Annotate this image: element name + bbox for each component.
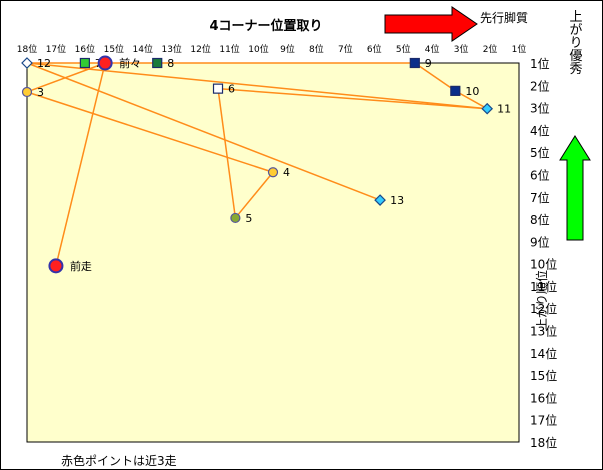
point-marker — [21, 57, 33, 69]
point-marker — [374, 194, 386, 206]
x-tick-label: 1位 — [512, 43, 527, 55]
y-tick-label: 10位 — [530, 257, 557, 272]
data-point: 10 — [450, 85, 479, 98]
y-tick-label: 7位 — [530, 190, 550, 205]
point-marker — [230, 212, 241, 224]
y-tick-labels: 1位 2位 3位 4位 5位 6位 7位 8位 9位 10位 11位 12位 13位 14位 15位 16位 1… — [530, 56, 557, 450]
point-label: 13 — [390, 194, 404, 207]
data-points: 127前々896103114135前走 — [21, 55, 511, 274]
x-tick-label: 6位 — [367, 43, 382, 55]
connection-line — [454, 90, 488, 110]
connection-line — [414, 62, 456, 92]
plot-area — [26, 62, 520, 443]
point-label: 5 — [245, 212, 252, 225]
x-tick-label: 3位 — [454, 43, 469, 55]
arrow-right-icon — [384, 6, 478, 42]
x-tick-label: 7位 — [338, 43, 353, 55]
y-tick-label: 2位 — [530, 78, 550, 93]
point-label: 8 — [167, 57, 174, 70]
data-point: 12 — [21, 57, 51, 70]
x-tick-label: 16位 — [75, 43, 95, 55]
point-marker — [409, 57, 420, 69]
arrow-down-label: 上がり順位 — [534, 270, 549, 330]
x-tick-label: 2位 — [483, 43, 498, 55]
data-point: 6 — [212, 83, 235, 96]
chart-title: 4コーナー位置取り — [209, 18, 322, 34]
point-label: 11 — [497, 103, 511, 116]
point-marker — [450, 85, 461, 96]
connection-line — [26, 62, 381, 201]
point-label: 前々 — [119, 56, 141, 70]
data-point: 8 — [152, 57, 174, 70]
connection-line — [217, 87, 488, 110]
y-tick-label: 14位 — [530, 346, 557, 361]
point-marker — [79, 57, 90, 69]
x-tick-label: 15位 — [104, 43, 124, 55]
point-label: 6 — [228, 83, 235, 96]
y-tick-label: 13位 — [530, 324, 557, 339]
x-tick-label: 10位 — [248, 43, 268, 55]
y-tick-label: 18位 — [530, 435, 557, 450]
y-tick-label: 6位 — [530, 167, 550, 182]
x-tick-labels: 18位 17位 16位 15位 14位 13位 12位 11位 10位 9位 8位 7位 6位 5位 4位 3… — [17, 43, 527, 55]
y-tick-label: 12位 — [530, 301, 557, 316]
x-tick-label: 14位 — [133, 43, 153, 55]
y-tick-label: 5位 — [530, 145, 550, 160]
x-tick-label: 12位 — [190, 43, 210, 55]
y-tick-label: 17位 — [530, 413, 557, 428]
point-label: 9 — [425, 57, 432, 70]
point-marker — [481, 102, 494, 115]
y-tick-label: 1位 — [530, 56, 550, 71]
connection-line — [26, 91, 274, 173]
y-tick-label: 9位 — [530, 234, 550, 249]
x-tick-label: 9位 — [280, 43, 295, 55]
point-marker — [152, 57, 163, 69]
connection-line — [26, 62, 488, 110]
connection-line — [55, 62, 106, 267]
data-point: 前走 — [48, 258, 92, 274]
point-label: 10 — [465, 85, 479, 98]
y-tick-label: 15位 — [530, 368, 557, 383]
x-tick-label: 18位 — [17, 43, 37, 55]
y-tick-label: 11位 — [530, 279, 557, 294]
connection-line — [217, 88, 237, 219]
point-label: 12 — [37, 57, 51, 70]
point-marker — [267, 167, 279, 178]
footnote: 赤色ポイントは近3走 — [61, 454, 177, 468]
point-label: 前走 — [70, 259, 92, 273]
x-tick-label: 11位 — [219, 43, 239, 55]
x-tick-label: 5位 — [396, 43, 411, 55]
data-point: 5 — [230, 212, 252, 225]
data-point: 4 — [267, 166, 290, 179]
arrow-up-label: 上がり優秀 — [567, 10, 583, 76]
point-marker — [97, 55, 113, 71]
point-label: 3 — [37, 86, 44, 99]
data-point: 11 — [481, 102, 511, 116]
data-point: 9 — [409, 57, 432, 70]
connection-line — [234, 171, 274, 219]
data-point: 13 — [374, 194, 404, 207]
connection-lines — [26, 62, 488, 267]
x-tick-label: 17位 — [46, 43, 66, 55]
data-point: 3 — [21, 86, 44, 99]
y-tick-label: 16位 — [530, 390, 557, 405]
point-marker — [21, 86, 33, 98]
x-tick-label: 4位 — [425, 43, 440, 55]
x-tick-label: 8位 — [309, 43, 324, 55]
y-tick-label: 4位 — [530, 123, 550, 138]
arrow-up-icon — [559, 135, 591, 241]
arrow-right-label: 先行脚質 — [480, 10, 528, 25]
data-point: 前々 — [97, 55, 141, 71]
point-marker — [48, 258, 64, 274]
x-tick-label: 13位 — [161, 43, 181, 55]
point-label: 4 — [283, 166, 290, 179]
point-marker — [212, 83, 224, 94]
y-tick-label: 8位 — [530, 212, 550, 227]
y-tick-label: 3位 — [530, 101, 550, 116]
